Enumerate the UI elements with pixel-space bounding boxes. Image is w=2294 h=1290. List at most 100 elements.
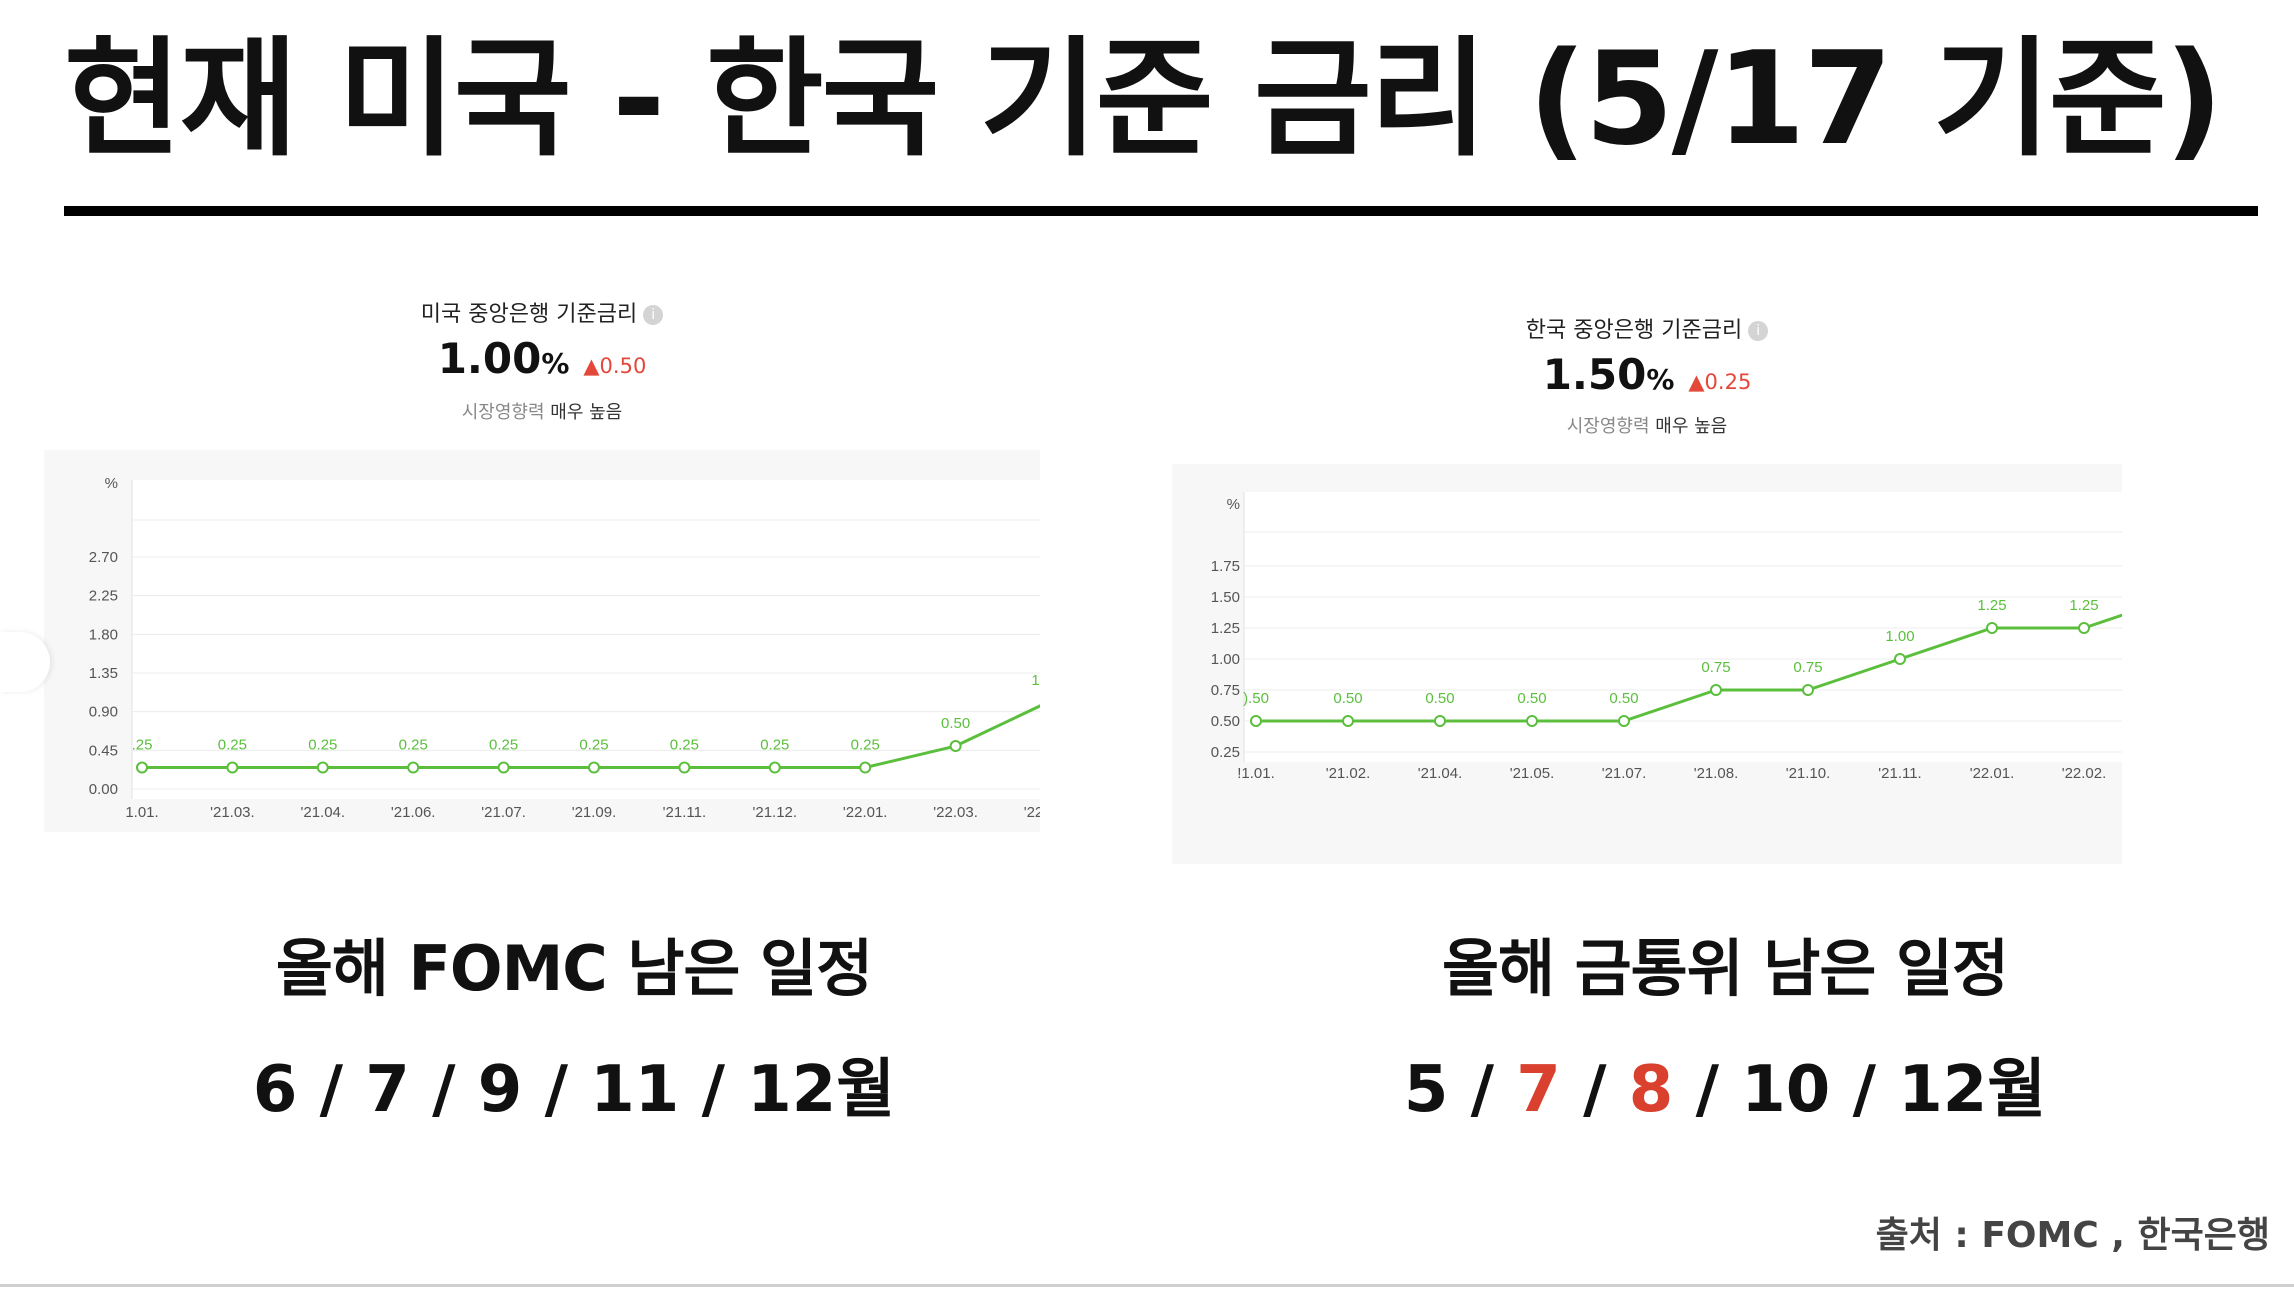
y-tick-label: 1.00	[1211, 651, 1240, 668]
carousel-prev-handle[interactable]	[0, 632, 50, 692]
fomc-schedule-heading: 올해 FOMC 남은 일정	[275, 932, 873, 1005]
plot-area	[1244, 492, 2122, 762]
data-label: ).50	[1243, 690, 1269, 707]
us-influence-value: 매우 높음	[550, 402, 623, 423]
data-label: 0.50	[1609, 690, 1638, 707]
kr-rate-number: 1.50	[1542, 350, 1647, 399]
x-tick-label: '21.08.	[1694, 765, 1739, 782]
data-point	[1526, 715, 1538, 727]
data-point	[136, 761, 148, 774]
y-tick-label: 0.25	[1211, 744, 1240, 761]
y-axis-unit-label: %	[105, 475, 118, 492]
kr-rate-chart-svg: % 0.25 0.50 0.75 1.00 1.25 1.50 1.75 !1.01. '21.0…	[1211, 492, 2122, 782]
kr-rate-change: ▲0.25	[1688, 370, 1752, 394]
x-tick-label: !1.01.	[1237, 765, 1275, 782]
x-tick-label: '22.01.	[843, 804, 888, 821]
x-tick-label: '21.04.	[1418, 765, 1463, 782]
data-point	[1710, 684, 1722, 696]
x-tick-label: '21.10.	[1786, 765, 1831, 782]
kr-influence-value: 매우 높음	[1655, 416, 1728, 437]
bok-date-7-highlight: 7	[1516, 1053, 1561, 1127]
us-rate-number: 1.00	[437, 334, 542, 383]
bok-schedule-heading: 올해 금통위 남은 일정	[1441, 932, 2009, 1005]
data-point	[407, 761, 420, 774]
kr-rate-chart: % 0.25 0.50 0.75 1.00 1.25 1.50 1.75 !1.01. '21.0…	[1172, 464, 2122, 864]
page-title: 현재 미국 - 한국 기준 금리 (5/17 기준)	[64, 25, 2223, 174]
info-icon[interactable]: i	[1748, 321, 1769, 341]
us-panel-title: 미국 중앙은행 기준금리 i	[44, 296, 1040, 328]
data-point	[316, 761, 329, 774]
data-label: 0.50	[1517, 690, 1546, 707]
y-tick-label: 0.00	[89, 781, 118, 798]
data-label: 0.25	[851, 737, 880, 754]
plot-area	[132, 480, 1040, 799]
x-tick-label: 1.01.	[125, 804, 158, 821]
data-point	[949, 740, 962, 753]
data-label: 1.25	[1977, 597, 2006, 614]
bok-date-5: 5 /	[1403, 1053, 1517, 1127]
kr-influence: 시장영향력 매우 높음	[1172, 412, 2122, 438]
data-point	[588, 761, 600, 774]
data-label: 0.50	[941, 715, 970, 732]
x-tick-label: '21.11.	[663, 804, 706, 821]
y-tick-label: 0.50	[1211, 713, 1240, 730]
data-label: 1.25	[2069, 597, 2098, 614]
y-tick-label: 1.35	[89, 665, 118, 682]
data-point	[1618, 715, 1630, 727]
title-divider	[64, 206, 2258, 216]
y-tick-label: 0.90	[89, 704, 118, 721]
data-point	[497, 761, 510, 774]
us-rate-chart: % 0.00 0.45 0.90 1.35 1.80 2.25 2.70 1.01. '21.03…	[44, 450, 1040, 832]
info-icon[interactable]: i	[643, 305, 664, 325]
data-label: 1.00	[1031, 672, 1040, 689]
data-label: 0.25	[399, 737, 428, 754]
y-tick-label: 0.75	[1211, 682, 1240, 699]
y-tick-label: 1.75	[1211, 558, 1240, 575]
data-label: 0.25	[489, 737, 518, 754]
us-rate-unit: %	[541, 347, 570, 380]
bottom-divider	[0, 1284, 2294, 1287]
x-tick-label: '22.02.	[2062, 765, 2107, 782]
data-label: 0.25	[218, 737, 247, 754]
data-label: 0.25	[579, 737, 608, 754]
x-tick-label: '21.12.	[753, 804, 798, 821]
us-influence-label: 시장영향력	[461, 402, 545, 423]
data-label: 1.00	[1885, 628, 1914, 645]
y-tick-label: 0.45	[89, 742, 118, 759]
x-tick-label: '21.06.	[391, 804, 436, 821]
y-tick-label: 1.50	[1211, 589, 1240, 606]
fomc-schedule-dates: 6 / 7 / 9 / 11 / 12월	[252, 1053, 896, 1127]
us-rate-value: 1.00% ▲0.50	[44, 334, 1040, 383]
data-label: .25	[132, 737, 153, 754]
y-tick-label: 2.70	[89, 549, 118, 566]
data-point	[226, 761, 239, 774]
x-tick-label: '21.04.	[301, 804, 346, 821]
data-point	[1802, 684, 1814, 696]
x-tick-label: '21.07.	[1602, 765, 1647, 782]
kr-rate-unit: %	[1646, 363, 1675, 396]
x-tick-label: '22.03.	[933, 804, 978, 821]
kr-panel-title: 한국 중앙은행 기준금리 i	[1172, 312, 2122, 344]
x-tick-label: '21.11.	[1878, 765, 1921, 782]
x-tick-label: '21.02.	[1326, 765, 1371, 782]
us-rate-chart-svg: % 0.00 0.45 0.90 1.35 1.80 2.25 2.70 1.01. '21.03…	[89, 475, 1040, 821]
data-label: 0.75	[1701, 659, 1730, 676]
source-caption: 출처 : FOMC , 한국은행	[1875, 1215, 2270, 1256]
kr-rate-value: 1.50% ▲0.25	[1172, 350, 2122, 399]
data-label: 0.25	[308, 737, 337, 754]
kr-influence-label: 시장영향력	[1566, 416, 1650, 437]
y-tick-label: 1.25	[1211, 620, 1240, 637]
bok-date-8-highlight: 8	[1628, 1053, 1674, 1127]
kr-panel-title-text: 한국 중앙은행 기준금리	[1525, 318, 1743, 343]
x-tick-label: '21.09.	[572, 804, 617, 821]
us-rate-panel: 미국 중앙은행 기준금리 i 1.00% ▲0.50 시장영향력 매우 높음	[44, 290, 1040, 830]
us-panel-title-text: 미국 중앙은행 기준금리	[420, 302, 638, 327]
bok-schedule-dates: 5 / 7 / 8 / 10 / 12월	[1172, 1038, 2278, 1130]
us-rate-change: ▲0.50	[583, 354, 647, 378]
data-point	[678, 761, 691, 774]
data-point	[1342, 715, 1354, 727]
data-point	[859, 761, 872, 774]
data-point	[768, 761, 781, 774]
data-label: 0.50	[1333, 690, 1362, 707]
x-tick-label: '21.03.	[210, 804, 255, 821]
